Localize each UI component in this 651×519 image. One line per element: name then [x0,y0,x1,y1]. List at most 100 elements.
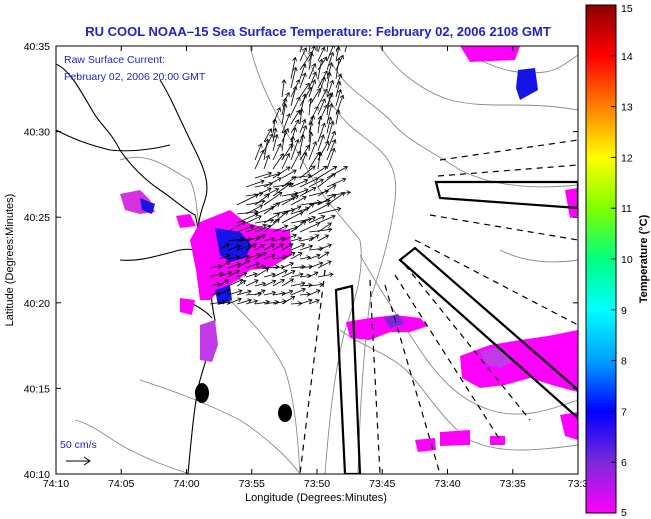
current-vector [254,193,270,206]
current-vector [335,46,341,62]
current-vector [290,119,300,134]
current-vector [236,224,255,233]
current-vector [299,222,321,233]
scale-label: 50 cm/s [60,439,97,451]
current-vector [317,184,337,197]
current-vector [218,243,230,251]
current-vector [326,190,352,197]
sst-patch-small-2 [180,298,195,315]
x-tick-label: 73:45 [369,478,395,490]
current-vector [308,234,320,242]
current-vector [236,212,259,224]
current-vector [236,271,248,278]
current-vector [281,79,287,98]
current-vector [317,151,323,170]
current-vector [281,113,291,134]
sst-patch-offshore-cool [480,346,515,368]
current-vector [281,205,302,215]
current-vector [290,287,306,296]
transect-box-3 [434,180,578,210]
current-vector [299,86,312,107]
current-vector [218,270,233,278]
dashed-line-9 [437,164,578,177]
current-vector [299,118,307,134]
current-vector [299,186,317,197]
current-vector [209,271,224,278]
y-tick-label: 40:15 [24,383,50,395]
current-vector [263,192,283,206]
current-vector [308,51,314,71]
current-vector [308,282,324,288]
sst-patch-south-3 [490,436,505,445]
current-vector [236,289,252,296]
current-vector [308,97,314,116]
current-vector [317,98,326,116]
x-tick-label: 73:35 [500,478,526,490]
transect-box-2 [398,246,578,420]
current-vector [308,140,318,161]
current-vector [245,223,267,233]
current-vector [218,260,231,269]
current-vector [290,66,298,89]
current-vector [308,79,317,98]
station-marker-1 [195,383,209,403]
current-vector [344,46,347,53]
plot-background [56,46,578,474]
current-vector [272,269,288,278]
current-vector [317,46,321,53]
sst-patch-south-2 [440,430,470,446]
current-vector [281,243,294,251]
current-vector [272,210,289,224]
current-vector [290,56,298,80]
current-vector [209,281,221,287]
dashed-line-8 [439,139,578,161]
current-vector [290,264,306,270]
current-vector [281,152,291,170]
current-vector [218,288,231,296]
current-vector [326,71,332,89]
current-vector [272,224,289,233]
sst-patch-small-1 [176,214,196,228]
current-vector [335,80,342,98]
sst-patch-nearshore-cool [215,228,252,262]
current-vector [245,215,262,224]
current-vector [272,182,292,197]
sst-patch-mid [346,315,428,340]
y-axis-ticks: 40:35 40:30 40:25 40:20 40:15 40:10 [24,41,578,481]
current-vector [245,291,263,297]
current-vector [245,252,262,260]
current-vector [290,85,298,107]
current-vector [245,243,258,251]
current-vector [290,252,303,260]
current-vector [272,153,284,170]
current-vector [326,147,336,170]
current-vector [263,128,272,143]
current-vector [245,272,258,278]
current-vector [326,46,329,53]
isobath-8 [139,379,301,474]
current-vector [281,295,296,305]
current-vector [281,97,288,116]
current-vector [236,259,251,269]
current-vector [317,58,324,80]
current-vector [299,298,313,305]
current-vector [281,262,294,269]
sst-patch-bay-cool [140,198,155,214]
colorbar-tick-label: 13 [621,102,633,114]
current-vector [317,260,332,269]
current-vector [263,236,275,242]
current-vector [245,199,266,206]
current-vector [308,253,321,260]
isobath-6 [339,329,578,451]
current-vector [317,234,330,242]
current-vector [254,264,267,270]
current-vector [326,103,334,125]
current-vector [317,134,325,152]
colorbar-tick-label: 9 [621,305,627,317]
isobath-12 [74,419,191,474]
current-vector [254,289,266,296]
y-tick-label: 40:35 [24,41,50,53]
current-vector [254,268,270,278]
current-vector [254,244,266,251]
current-vector [290,109,300,125]
